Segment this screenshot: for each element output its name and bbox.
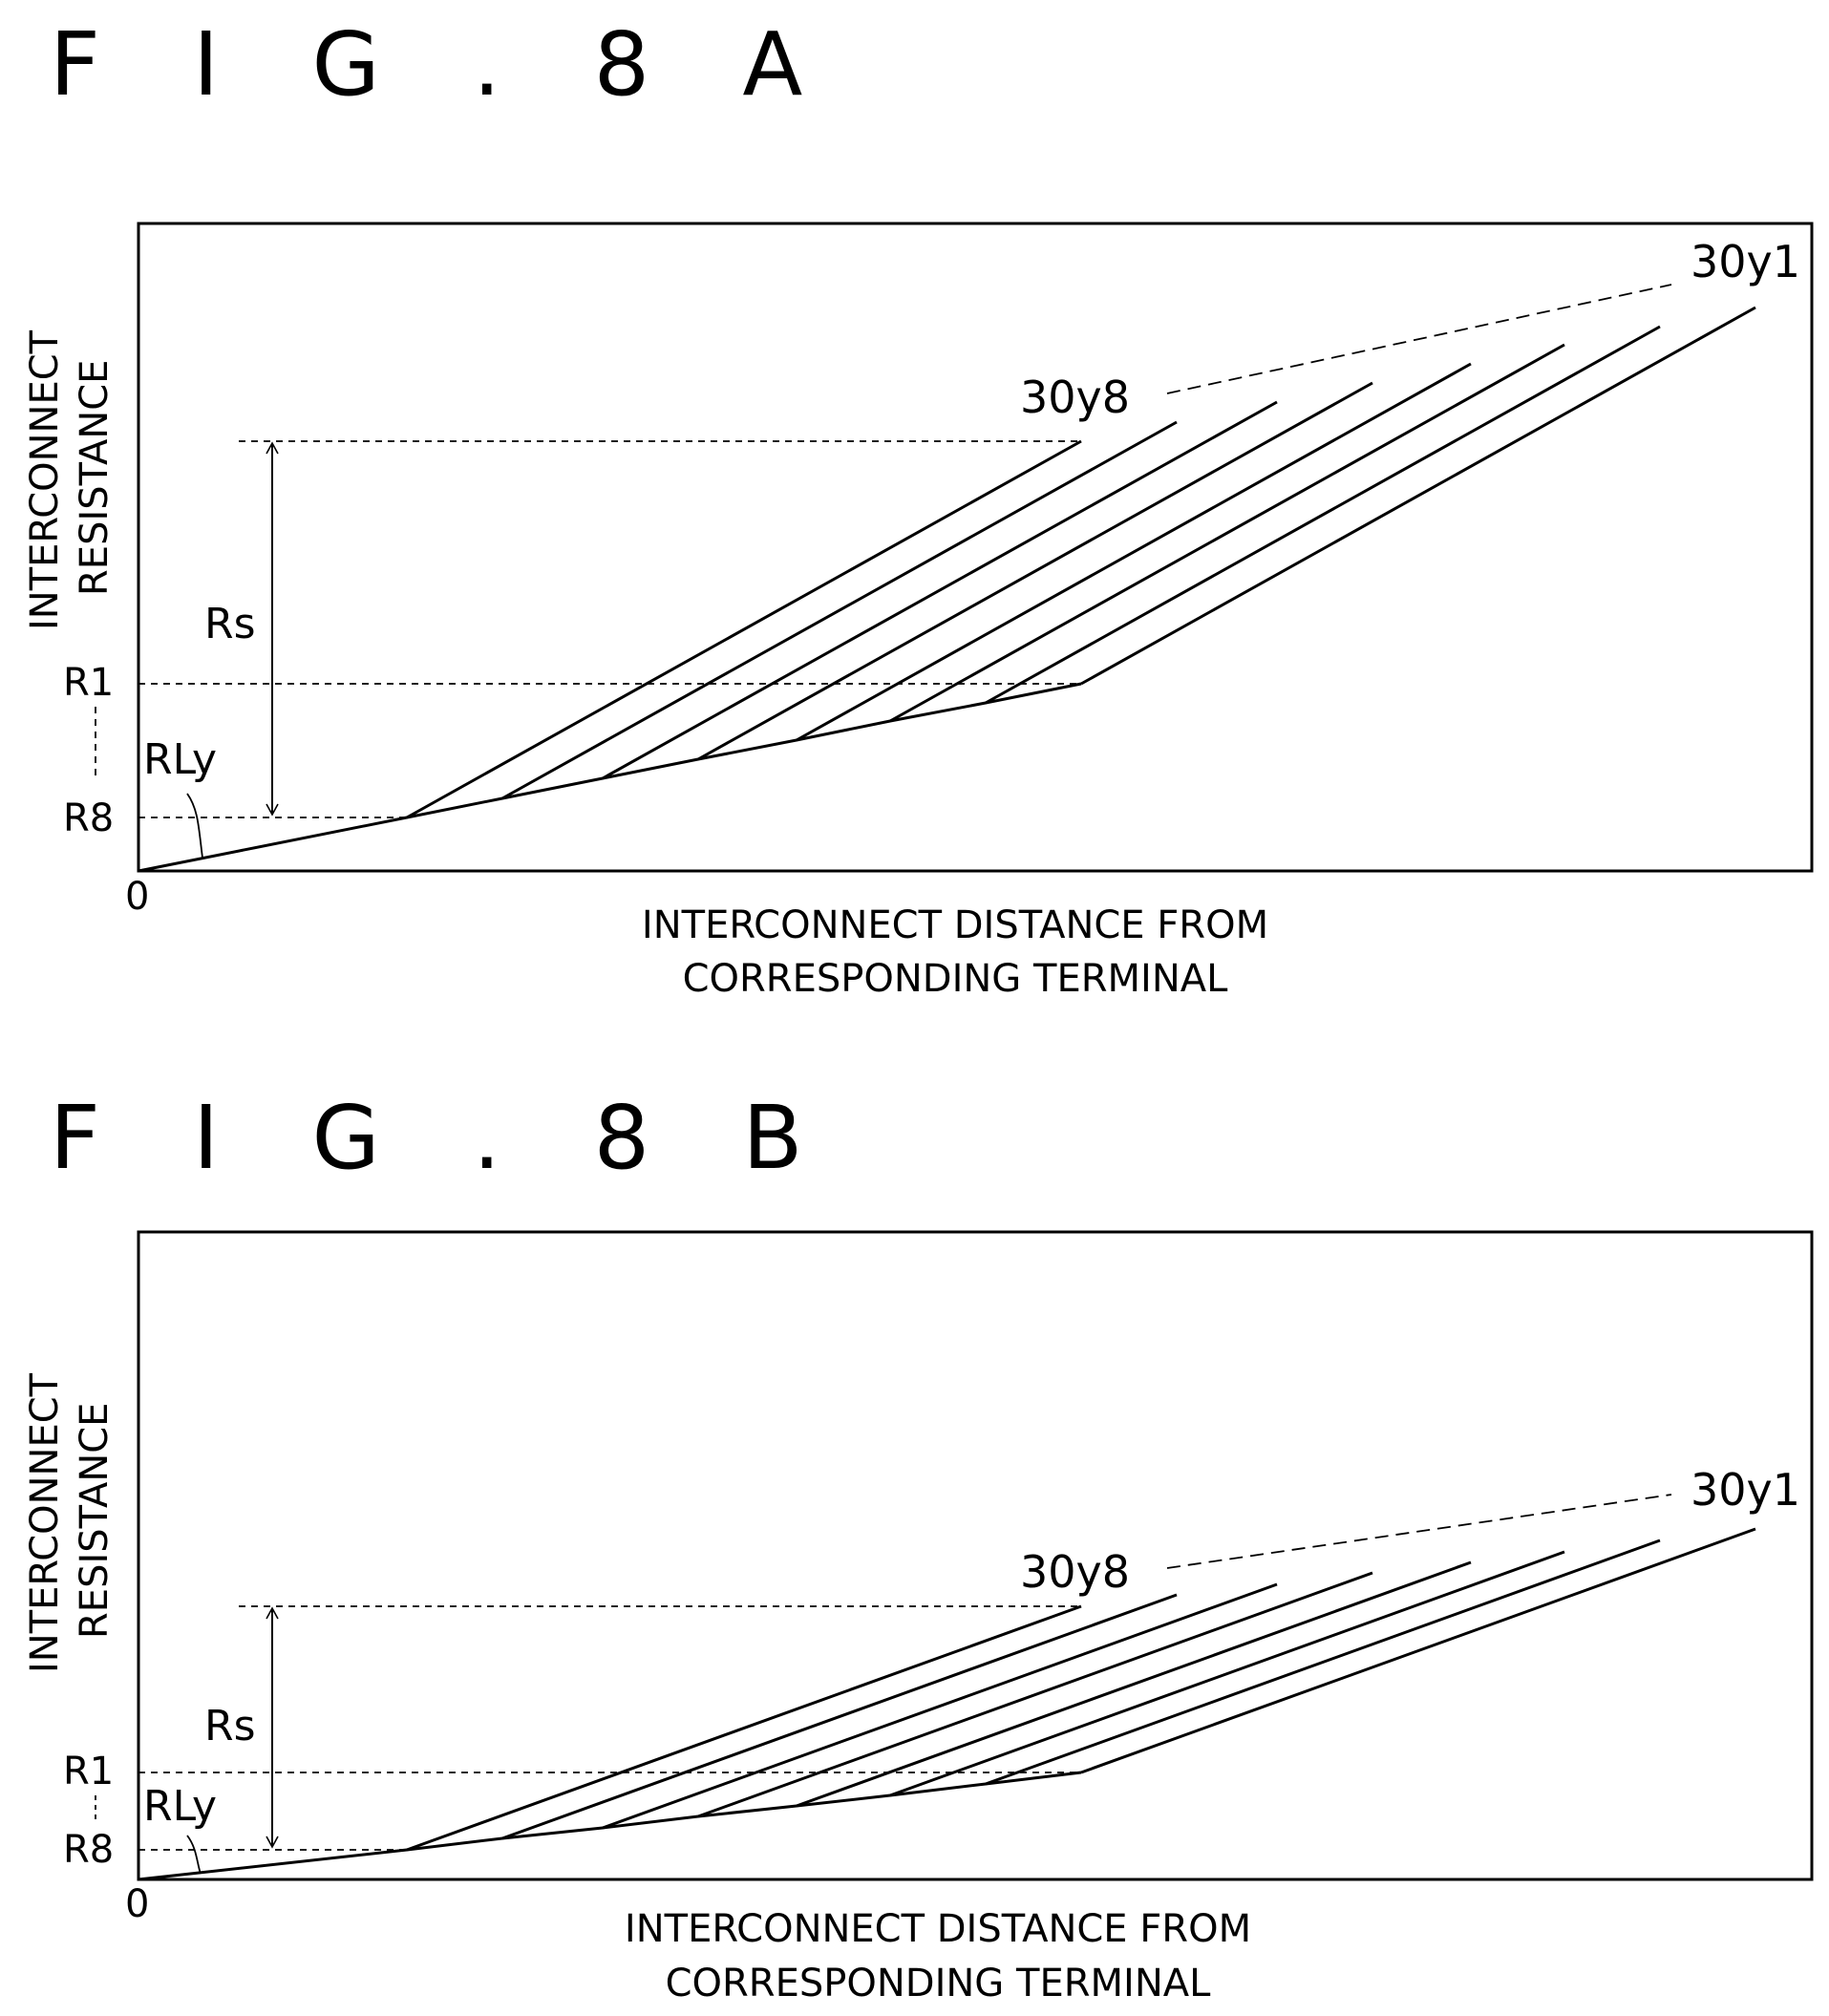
line-30y6	[602, 400, 1278, 780]
y-axis-label-line1: INTERCONNECT	[23, 1372, 67, 1673]
rly-leader	[186, 793, 203, 859]
origin-label: 0	[125, 1882, 149, 1926]
line-30y8	[406, 439, 1082, 819]
r1-label: R1	[63, 661, 114, 705]
line-30y2	[985, 325, 1661, 705]
line-30y7	[501, 1593, 1178, 1840]
plot-8a: INTERCONNECT RESISTANCE INTERCONNECT DIS…	[23, 222, 1814, 1001]
line-30y8-label: 30y8	[1020, 1546, 1130, 1598]
plot-frame	[137, 222, 1814, 873]
line-30y4	[796, 362, 1472, 742]
r8-label: R8	[63, 796, 114, 840]
line-30y1	[1080, 306, 1756, 686]
y-axis-label-line2: RESISTANCE	[73, 1403, 117, 1639]
label-leader-dashed	[1166, 284, 1672, 394]
origin-label: 0	[125, 875, 149, 919]
r1-label: R1	[63, 1750, 114, 1793]
rly-base-line	[138, 682, 1082, 873]
line-30y4	[796, 1560, 1472, 1808]
x-axis-label-line1: INTERCONNECT DISTANCE FROM	[642, 903, 1268, 947]
figure-title-8a: F I G . 8 A	[50, 13, 836, 116]
rly-label: RLy	[143, 735, 217, 784]
line-30y3	[889, 1550, 1565, 1797]
line-30y1-label: 30y1	[1691, 236, 1800, 287]
line-30y5	[697, 1571, 1373, 1818]
x-axis-label-line1: INTERCONNECT DISTANCE FROM	[625, 1907, 1251, 1951]
rs-label: Rs	[204, 600, 256, 648]
rly-label: RLy	[143, 1782, 217, 1831]
x-axis-label-line2: CORRESPONDING TERMINAL	[666, 1962, 1212, 2005]
line-30y5	[697, 381, 1373, 761]
rs-label: Rs	[204, 1702, 256, 1751]
line-30y1	[1080, 1527, 1756, 1774]
line-30y3	[889, 343, 1565, 723]
line-30y8	[406, 1604, 1082, 1852]
figure-title-8b: F I G . 8 B	[50, 1087, 836, 1189]
line-30y1-label: 30y1	[1691, 1464, 1800, 1516]
plot-8b: INTERCONNECT RESISTANCE INTERCONNECT DIS…	[23, 1230, 1814, 2005]
line-30y8-label: 30y8	[1020, 371, 1130, 423]
line-30y7	[501, 420, 1178, 800]
label-leader-dashed	[1166, 1494, 1672, 1569]
rly-leader	[186, 1835, 202, 1875]
y-axis-label-line2: RESISTANCE	[73, 360, 117, 596]
line-30y2	[985, 1539, 1661, 1786]
y-axis-label-line1: INTERCONNECT	[23, 329, 67, 630]
plot-frame	[137, 1230, 1814, 1881]
line-30y6	[602, 1582, 1278, 1830]
x-axis-label-line2: CORRESPONDING TERMINAL	[683, 957, 1229, 1001]
r8-label: R8	[63, 1828, 114, 1872]
